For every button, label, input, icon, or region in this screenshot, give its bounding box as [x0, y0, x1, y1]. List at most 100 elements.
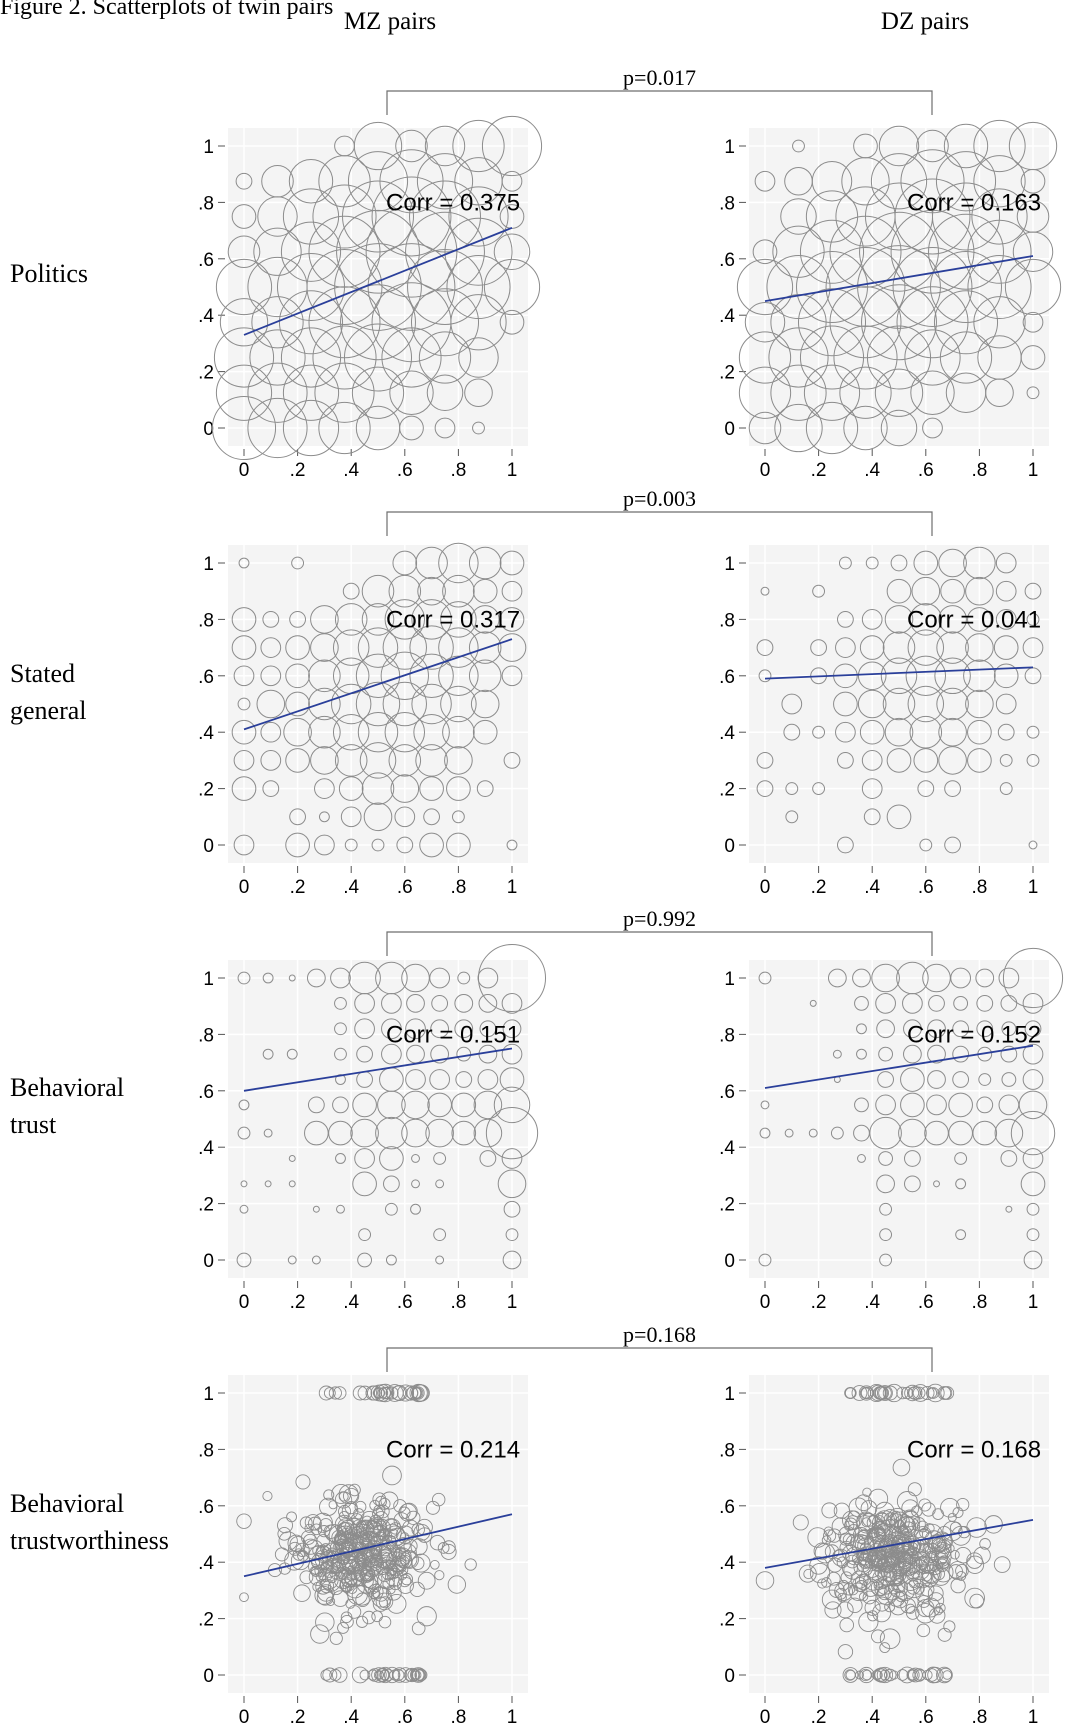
- data-bubble: [260, 637, 282, 658]
- data-bubble: [262, 972, 274, 984]
- data-bubble: [282, 188, 340, 245]
- data-bubble: [835, 637, 856, 658]
- data-bubble: [978, 1073, 992, 1086]
- data-bubble: [318, 811, 330, 823]
- data-bubble: [307, 1516, 322, 1531]
- data-bubble: [938, 717, 967, 747]
- x-tick-label: .8: [971, 1707, 987, 1728]
- x-tick-label: .4: [343, 460, 359, 481]
- data-bubble: [907, 629, 945, 666]
- data-bubble: [954, 1152, 968, 1165]
- data-bubble: [323, 1489, 335, 1501]
- data-bubble: [406, 994, 425, 1013]
- data-bubble: [415, 546, 448, 580]
- x-tick-label: .4: [864, 460, 880, 481]
- data-bubble: [238, 557, 250, 569]
- column-header-mz: MZ pairs: [344, 8, 436, 35]
- data-bubble: [878, 1579, 888, 1590]
- data-bubble: [337, 1621, 350, 1634]
- data-bubble: [425, 1500, 440, 1515]
- data-bubble: [411, 1553, 431, 1573]
- data-bubble: [887, 1589, 906, 1607]
- data-bubble: [371, 838, 385, 852]
- data-bubble: [354, 1500, 367, 1513]
- data-bubble: [342, 1487, 360, 1505]
- data-bubble: [931, 1567, 951, 1586]
- data-bubble: [382, 681, 427, 727]
- data-bubble: [919, 838, 933, 852]
- data-bubble: [263, 1128, 273, 1138]
- data-bubble: [956, 1497, 970, 1512]
- data-bubble: [391, 1667, 408, 1683]
- data-bubble: [901, 1499, 920, 1518]
- data-bubble: [825, 247, 906, 327]
- fit-line: [764, 666, 1034, 680]
- data-bubble: [385, 1518, 399, 1532]
- data-bubble: [827, 968, 847, 988]
- data-bubble: [335, 1541, 345, 1551]
- data-bubble: [933, 1606, 943, 1616]
- data-bubble: [472, 719, 498, 745]
- data-bubble: [973, 296, 1026, 349]
- data-bubble: [971, 188, 1028, 245]
- data-bubble: [345, 1535, 364, 1554]
- data-bubble: [862, 1560, 881, 1578]
- data-bubble: [378, 1615, 392, 1629]
- data-bubble: [353, 1508, 365, 1520]
- data-bubble: [390, 774, 420, 803]
- data-bubble: [416, 1606, 437, 1627]
- y-tick-label: 0: [203, 836, 214, 857]
- data-bubble: [906, 1386, 920, 1400]
- data-bubble: [288, 1155, 296, 1162]
- data-bubble: [318, 401, 371, 455]
- data-bubble: [236, 1252, 252, 1268]
- data-bubble: [249, 329, 306, 386]
- data-bubble: [900, 1092, 925, 1118]
- data-bubble: [952, 1507, 964, 1518]
- data-bubble: [938, 746, 967, 775]
- data-bubble: [785, 810, 799, 824]
- data-bubble: [393, 1512, 410, 1529]
- data-bubble: [277, 1526, 292, 1541]
- scatter-panel: 0 0 .2 .2 .4 .4 .6 .6 .8 .8 1 1 Corr = 0.375: [198, 115, 543, 481]
- data-bubble: [315, 1546, 333, 1564]
- data-bubble: [444, 746, 473, 775]
- data-bubble: [890, 209, 975, 294]
- data-bubble: [871, 1527, 887, 1543]
- data-bubble: [389, 370, 434, 415]
- data-bubble: [350, 1118, 379, 1148]
- y-tick-label: .8: [719, 610, 735, 631]
- data-bubble: [874, 1596, 890, 1612]
- data-bubble: [1001, 1021, 1017, 1037]
- data-bubble: [890, 554, 908, 572]
- row-label: Behavioral: [10, 1073, 124, 1102]
- x-tick-label: 0: [239, 1707, 250, 1728]
- data-bubble: [875, 1094, 896, 1116]
- data-bubble: [857, 245, 941, 329]
- data-bubble: [501, 1043, 523, 1065]
- data-bubble: [340, 1614, 354, 1629]
- data-bubble: [934, 657, 971, 695]
- data-bubble: [863, 1569, 884, 1591]
- data-bubble: [247, 362, 308, 423]
- y-tick-label: 0: [724, 836, 735, 857]
- data-bubble: [918, 1498, 932, 1512]
- data-bubble: [378, 1497, 391, 1510]
- y-tick-label: .4: [719, 306, 735, 327]
- data-bubble: [928, 994, 945, 1012]
- data-bubble: [904, 1384, 921, 1402]
- data-bubble: [215, 364, 273, 421]
- data-bubble: [375, 1561, 390, 1576]
- data-bubble: [470, 689, 500, 719]
- data-bubble: [417, 1571, 436, 1590]
- data-bubble: [879, 1253, 893, 1267]
- data-bubble: [774, 403, 823, 453]
- data-bubble: [377, 1387, 389, 1399]
- data-bubble: [386, 1540, 397, 1551]
- data-bubble: [812, 725, 826, 739]
- data-bubble: [342, 1546, 354, 1559]
- data-bubble: [886, 804, 912, 830]
- data-bubble: [278, 1531, 298, 1551]
- data-bubble: [468, 659, 502, 693]
